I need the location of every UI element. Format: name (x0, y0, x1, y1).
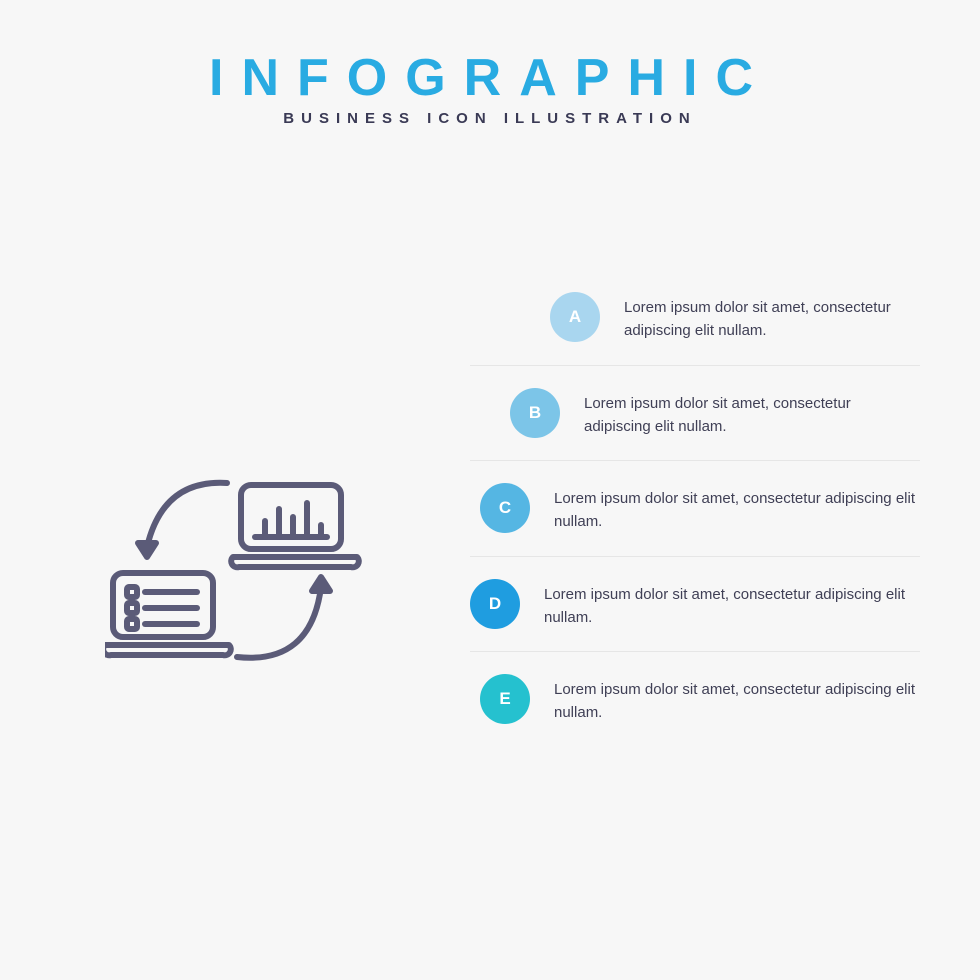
page-subtitle: BUSINESS ICON ILLUSTRATION (0, 110, 980, 127)
step-row: D Lorem ipsum dolor sit amet, consectetur… (470, 557, 920, 653)
laptop-sync-icon (105, 473, 365, 683)
content-area: A Lorem ipsum dolor sit amet, consectetur… (0, 270, 980, 747)
step-badge: C (480, 483, 530, 533)
step-text: Lorem ipsum dolor sit amet, consectetur … (554, 672, 920, 725)
step-text: Lorem ipsum dolor sit amet, consectetur … (584, 386, 920, 439)
header: INFOGRAPHIC BUSINESS ICON ILLUSTRATION (0, 0, 980, 127)
step-row: A Lorem ipsum dolor sit amet, consectetur… (470, 270, 920, 366)
page-title: INFOGRAPHIC (0, 48, 980, 108)
step-text: Lorem ipsum dolor sit amet, consectetur … (544, 577, 920, 630)
step-row: B Lorem ipsum dolor sit amet, consectetur… (470, 366, 920, 462)
step-badge: A (550, 292, 600, 342)
step-row: E Lorem ipsum dolor sit amet, consectetur… (470, 652, 920, 747)
step-badge: E (480, 674, 530, 724)
hero-icon-wrap (0, 270, 470, 747)
steps-list: A Lorem ipsum dolor sit amet, consectetur… (470, 270, 980, 747)
step-text: Lorem ipsum dolor sit amet, consectetur … (624, 290, 920, 343)
step-badge: D (470, 579, 520, 629)
step-badge: B (510, 388, 560, 438)
step-text: Lorem ipsum dolor sit amet, consectetur … (554, 481, 920, 534)
step-row: C Lorem ipsum dolor sit amet, consectetur… (470, 461, 920, 557)
